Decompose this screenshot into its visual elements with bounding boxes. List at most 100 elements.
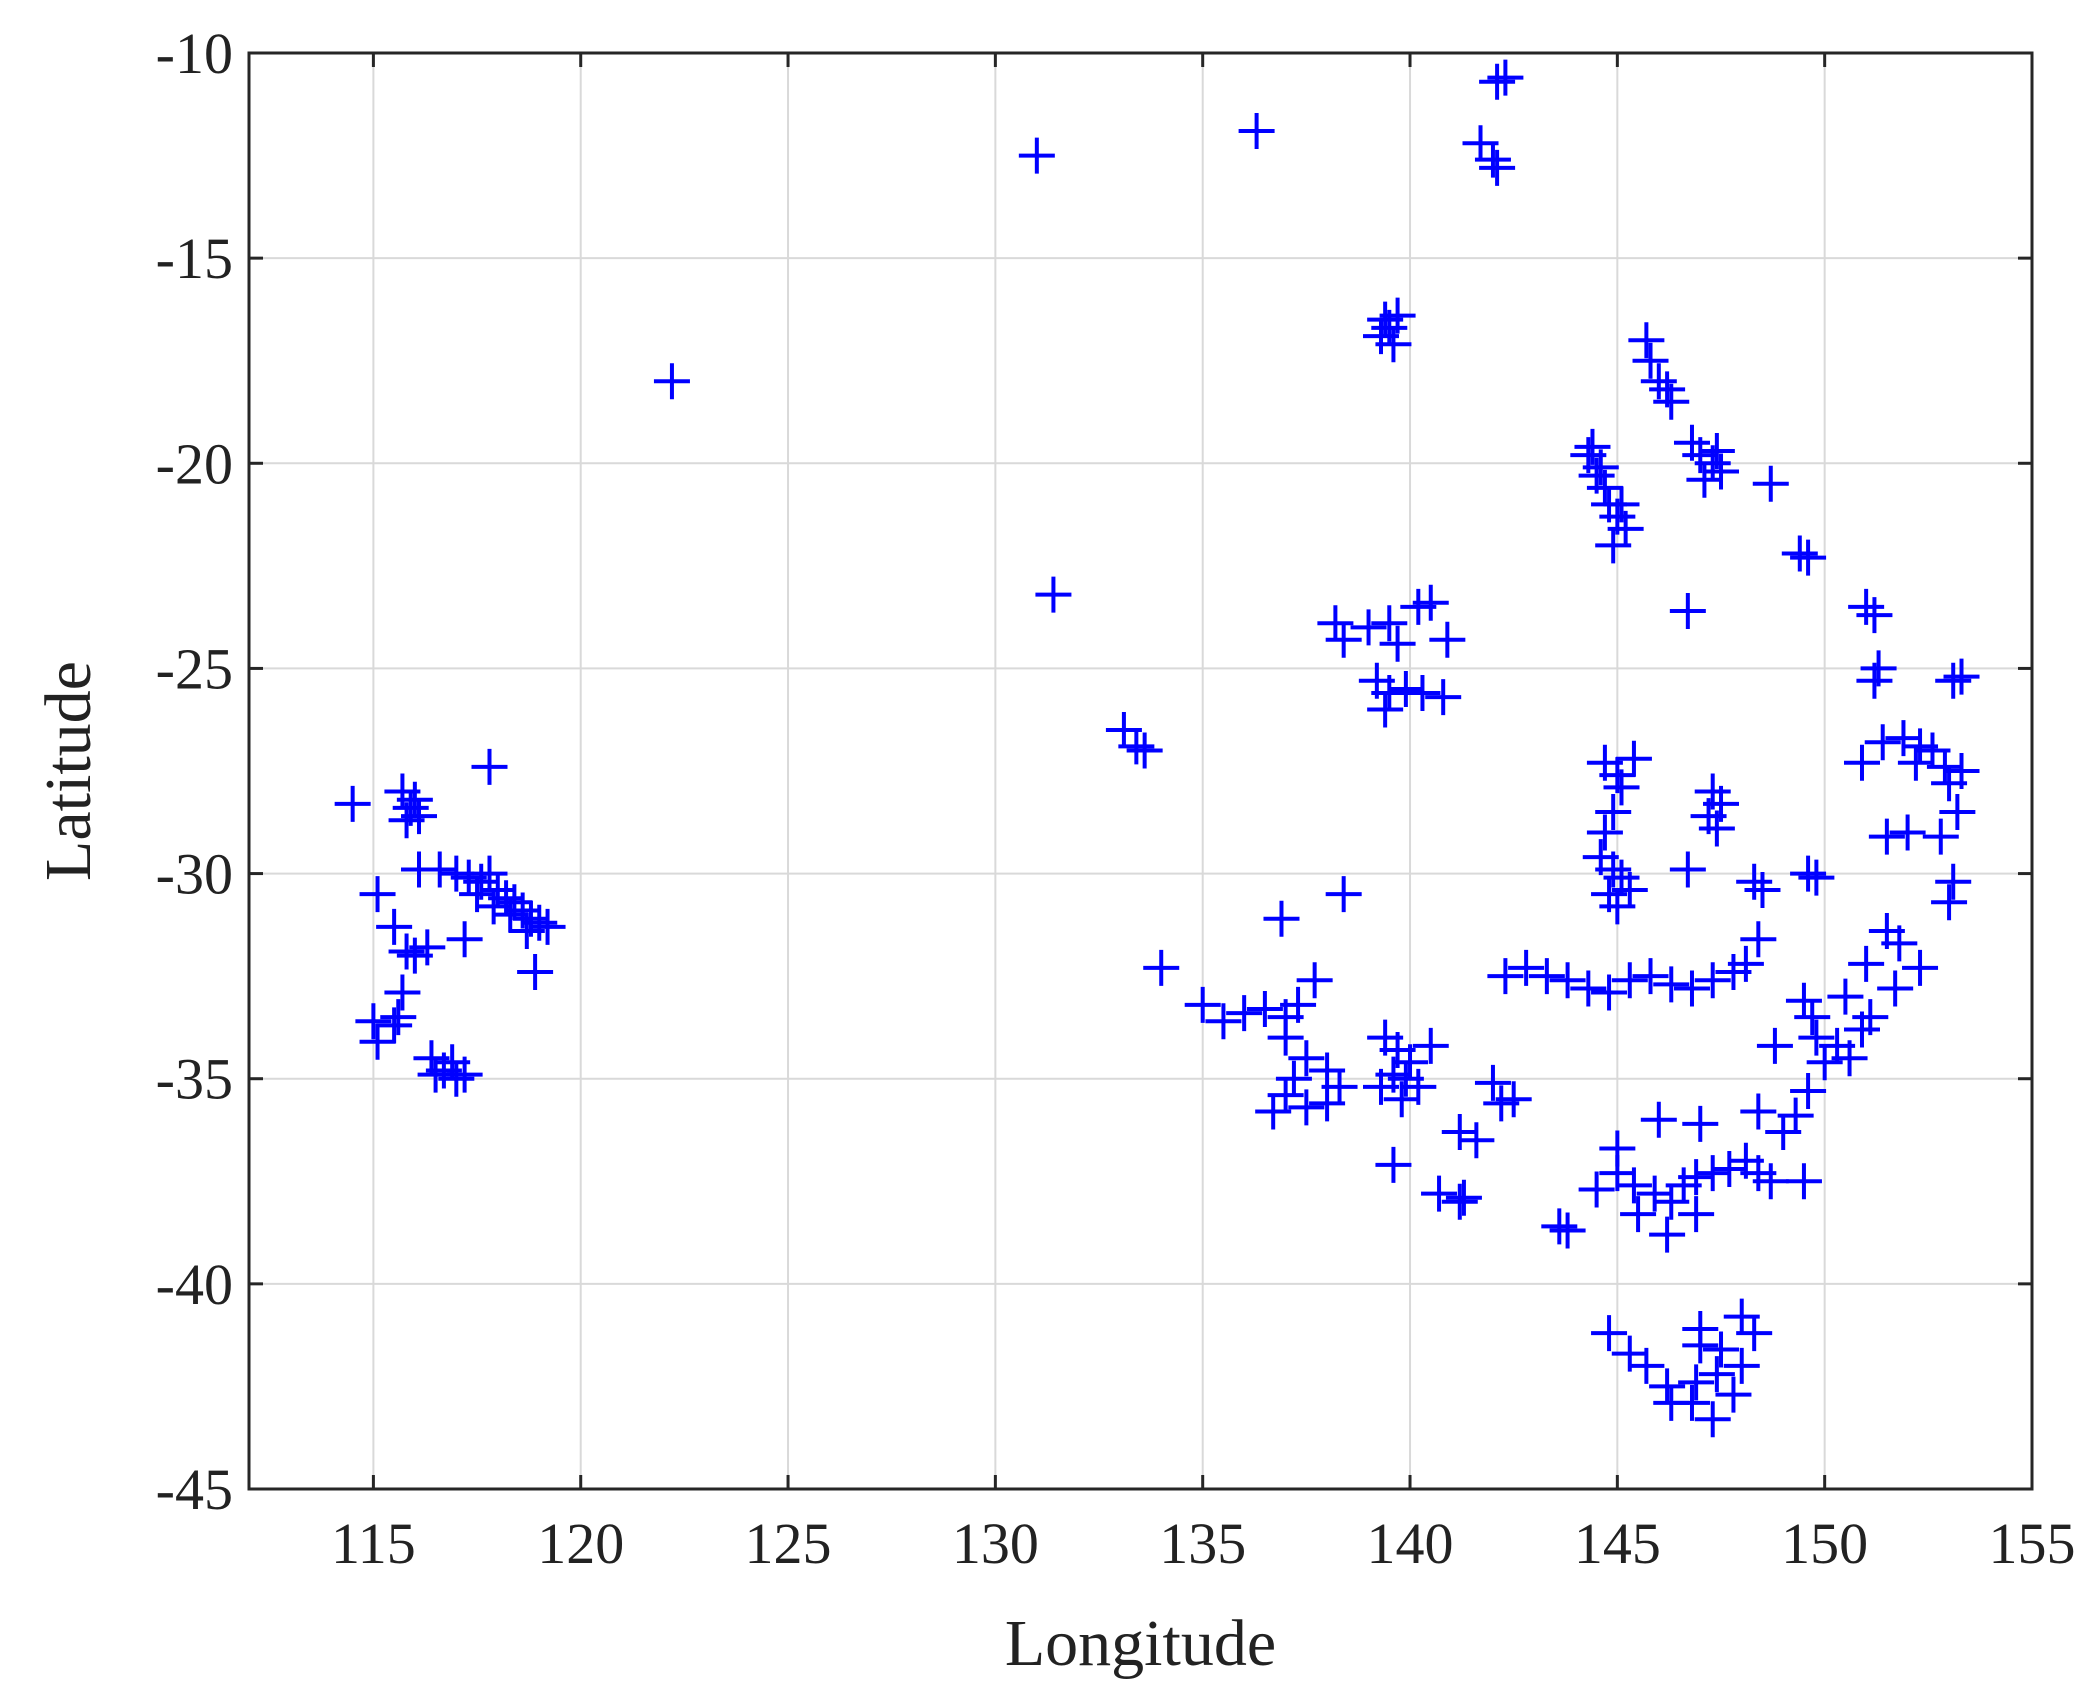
- data-point: [1939, 794, 1976, 831]
- data-point: [438, 1060, 475, 1097]
- data-point: [1275, 1060, 1312, 1097]
- data-point: [1628, 1347, 1665, 1384]
- data-point: [1740, 921, 1777, 958]
- data-point: [1897, 744, 1934, 781]
- data-point: [1678, 1159, 1715, 1196]
- data-point: [1885, 720, 1922, 757]
- data-point: [1363, 1068, 1399, 1105]
- data-point: [1528, 958, 1565, 995]
- y-tick-label: -25: [156, 636, 233, 701]
- data-point: [1549, 962, 1586, 999]
- data-point: [409, 929, 446, 966]
- data-point: [471, 855, 508, 892]
- data-point: [1744, 871, 1781, 908]
- data-points: [334, 59, 1980, 1438]
- x-tick-label: 145: [1574, 1511, 1661, 1576]
- x-tick-label: 140: [1367, 1511, 1454, 1576]
- data-point: [1595, 794, 1632, 831]
- data-point: [1694, 1401, 1731, 1438]
- data-point: [359, 1023, 396, 1060]
- y-tick-label: -45: [156, 1457, 233, 1522]
- data-point: [1246, 990, 1283, 1027]
- data-point: [376, 908, 413, 945]
- data-point: [1703, 453, 1740, 490]
- data-point: [1288, 1089, 1325, 1126]
- data-point: [1831, 1040, 1868, 1077]
- data-point: [1267, 1019, 1304, 1056]
- data-point: [1686, 461, 1723, 498]
- data-point: [1777, 1097, 1814, 1134]
- data-point: [1864, 724, 1901, 761]
- data-point: [1325, 621, 1362, 658]
- data-point: [1379, 625, 1416, 662]
- data-point: [1785, 982, 1822, 1019]
- data-point: [1943, 658, 1980, 695]
- data-point: [1640, 363, 1677, 400]
- data-point: [1541, 1208, 1578, 1245]
- data-point: [1296, 962, 1333, 999]
- data-point: [459, 876, 496, 913]
- x-tick-label: 135: [1159, 1511, 1246, 1576]
- data-point: [1620, 1196, 1657, 1233]
- data-point: [1798, 859, 1835, 896]
- data-point: [380, 999, 417, 1036]
- data-point: [1441, 1114, 1478, 1151]
- axis-ticks: [249, 51, 2034, 1491]
- data-point: [1736, 1315, 1773, 1352]
- data-point: [1035, 576, 1072, 613]
- data-point: [1429, 621, 1466, 658]
- data-point: [1740, 1093, 1777, 1130]
- data-point: [376, 1007, 413, 1044]
- data-point: [1669, 592, 1706, 629]
- data-point: [529, 908, 566, 945]
- data-point: [421, 851, 458, 888]
- data-point: [1889, 814, 1926, 851]
- data-point: [1628, 322, 1665, 359]
- data-point: [1412, 584, 1449, 621]
- data-point: [1280, 986, 1317, 1023]
- data-point: [1931, 884, 1968, 921]
- data-point: [1549, 1212, 1586, 1249]
- y-tick-label: -20: [156, 431, 233, 496]
- data-point: [1636, 1175, 1673, 1212]
- grid: [249, 52, 2033, 1490]
- data-point: [1404, 675, 1441, 712]
- data-point: [1591, 1315, 1628, 1352]
- data-point: [1474, 1064, 1511, 1101]
- data-point: [1425, 679, 1462, 716]
- data-point: [355, 1003, 392, 1040]
- data-point: [1715, 1376, 1752, 1413]
- data-point: [1852, 999, 1889, 1036]
- data-point: [1856, 597, 1893, 634]
- data-point: [446, 921, 483, 958]
- data-point: [396, 781, 433, 818]
- data-point: [334, 785, 371, 822]
- x-tick-label: 120: [537, 1511, 624, 1576]
- data-point: [1926, 748, 1963, 785]
- data-point: [1653, 966, 1690, 1003]
- data-point: [1698, 432, 1735, 469]
- data-point: [1682, 1105, 1719, 1142]
- data-point: [1474, 141, 1511, 178]
- x-tick-label: 115: [331, 1511, 416, 1576]
- data-point: [1752, 1163, 1789, 1200]
- data-point: [492, 896, 529, 933]
- data-point: [1615, 1167, 1652, 1204]
- data-point: [1848, 588, 1885, 625]
- data-point: [1018, 137, 1055, 174]
- y-tick-labels: -10 -15 -20 -25 -30 -35 -40 -45: [156, 21, 233, 1522]
- data-point: [1487, 958, 1524, 995]
- y-tick-label: -35: [156, 1047, 233, 1112]
- data-point: [1711, 1150, 1748, 1187]
- data-point: [1367, 691, 1404, 728]
- data-point: [1790, 539, 1827, 576]
- data-point: [1238, 112, 1275, 149]
- data-point: [446, 1056, 483, 1093]
- data-point: [1412, 1027, 1449, 1064]
- data-point: [517, 954, 554, 991]
- x-tick-label: 155: [1989, 1511, 2076, 1576]
- data-point: [1325, 876, 1362, 913]
- data-point: [1387, 670, 1424, 707]
- data-point: [1309, 1052, 1346, 1089]
- data-point: [1263, 900, 1300, 937]
